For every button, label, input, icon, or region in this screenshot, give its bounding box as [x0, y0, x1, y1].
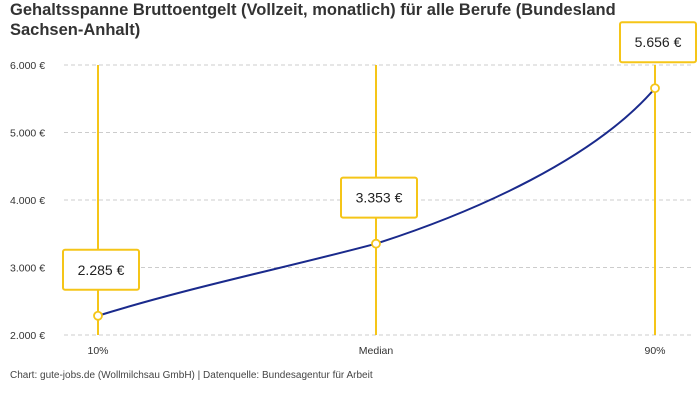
value-label-box	[62, 248, 140, 291]
x-tick-label: Median	[359, 345, 394, 357]
value-label: 5.656 €	[635, 34, 682, 50]
y-tick-label: 6.000 €	[10, 60, 45, 72]
x-tick-label: 10%	[87, 345, 108, 357]
y-tick-label: 3.000 €	[10, 263, 45, 275]
value-label: 2.285 €	[78, 262, 125, 278]
x-tick-label: 90%	[644, 345, 665, 357]
chart-footer: Chart: gute-jobs.de (Wollmilchsau GmbH) …	[10, 370, 373, 381]
data-point	[371, 238, 381, 249]
data-point	[650, 83, 660, 94]
y-tick-label: 4.000 €	[10, 195, 45, 207]
value-label: 3.353 €	[356, 190, 403, 206]
y-tick-label: 5.000 €	[10, 128, 45, 140]
chart-title: Gehaltsspanne Bruttoentgelt (Vollzeit, m…	[10, 1, 616, 39]
data-point	[93, 310, 103, 321]
value-label-box	[340, 176, 418, 219]
y-tick-label: 2.000 €	[10, 330, 45, 342]
value-label-box	[619, 21, 697, 64]
